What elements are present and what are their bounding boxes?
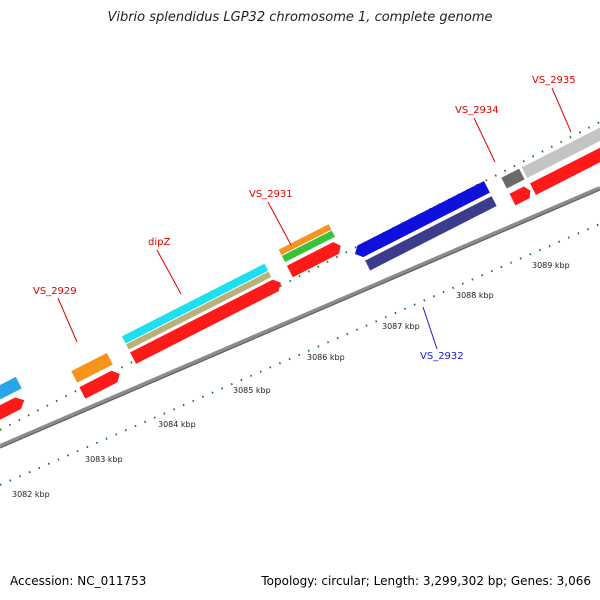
scale-label-3083: 3083 kbp: [85, 455, 123, 464]
scale-label-3085: 3085 kbp: [233, 386, 271, 395]
feature-tan-dipz: [126, 271, 272, 350]
gene-label-dipz: dipZ: [148, 237, 170, 248]
gene-label-vs2932: VS_2932: [420, 351, 464, 362]
scale-label-3084: 3084 kbp: [158, 420, 196, 429]
cds-arrow-2932: [355, 181, 490, 258]
cds-arrow-left: [0, 397, 25, 427]
label-leaders: [57, 87, 572, 350]
scale-label-3088: 3088 kbp: [456, 291, 494, 300]
cds-arrow-2935: [530, 128, 600, 195]
feature-green-2931: [281, 230, 335, 263]
cds-arrow-2929: [79, 370, 120, 399]
cds-arrow-dipz: [130, 279, 281, 364]
accession-text: Accession: NC_011753: [10, 574, 147, 588]
gene-label-vs2929: VS_2929: [33, 286, 77, 297]
scale-label-3089: 3089 kbp: [532, 261, 570, 270]
scale-label-3087: 3087 kbp: [382, 322, 420, 331]
outer-tick-track: [0, 121, 600, 431]
feature-track: [0, 112, 600, 427]
scale-label-3082: 3082 kbp: [12, 490, 50, 499]
cds-arrow-2934: [509, 186, 531, 206]
gene-label-vs2935: VS_2935: [532, 75, 576, 86]
feature-cyan-left: [0, 376, 22, 411]
scale-label-3086: 3086 kbp: [307, 353, 345, 362]
feature-orange-2929: [71, 352, 113, 383]
feature-orange-2931: [278, 224, 332, 256]
map-title: Vibrio splendidus LGP32 chromosome 1, co…: [107, 10, 493, 25]
feature-cyan-dipz: [121, 263, 269, 344]
gene-label-vs2931: VS_2931: [249, 189, 293, 200]
feature-navy-2932: [365, 196, 497, 271]
cds-arrow-2931: [286, 242, 341, 278]
feature-darkgray-2934: [501, 168, 525, 189]
backbone: [0, 186, 600, 449]
genome-summary-text: Topology: circular; Length: 3,299,302 bp…: [261, 574, 591, 588]
gene-label-vs2934: VS_2934: [455, 105, 499, 116]
feature-lightgray-2935: [521, 112, 600, 179]
